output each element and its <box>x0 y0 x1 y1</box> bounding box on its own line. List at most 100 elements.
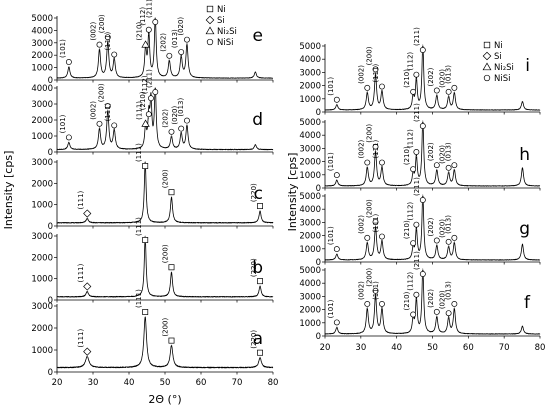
miller-index: (200) <box>161 169 169 188</box>
panel-letter: d <box>252 110 263 130</box>
legend-label: Ni₂Si <box>217 27 237 37</box>
x-tick-label: 70 <box>499 343 510 353</box>
miller-index: (112) <box>406 272 414 291</box>
y-tick-label: 1000 <box>31 201 53 211</box>
y-tick-label: 2000 <box>31 253 53 263</box>
peak-marker-circle <box>451 84 458 91</box>
miller-index: (200) <box>98 14 106 33</box>
miller-index: (200) <box>366 199 374 218</box>
miller-index: (013) <box>444 142 452 161</box>
x-tick-label: 30 <box>355 343 366 353</box>
y-tick-label: 0 <box>48 222 53 232</box>
peak-marker-circle <box>379 83 385 90</box>
legend-label: Si <box>217 16 225 26</box>
miller-index: (101) <box>59 114 67 133</box>
peak-marker-diamond <box>83 347 92 356</box>
peak-marker-circle <box>451 300 458 307</box>
miller-index: (202) <box>427 142 435 161</box>
y-tick-label: 4000 <box>299 279 321 289</box>
panel-letter: g <box>519 219 530 239</box>
peak-marker-circle <box>372 287 379 294</box>
peak-marker-square <box>168 264 175 271</box>
miller-index: (020) <box>439 69 447 88</box>
peak-marker-circle <box>111 51 118 58</box>
peak-marker-circle <box>333 319 340 326</box>
y-tick-label: 1000 <box>31 132 53 142</box>
miller-index: (101) <box>327 226 335 245</box>
diffraction-trace <box>56 17 274 79</box>
right-column: 010002000300040005000(101)(002)(200)(111… <box>286 27 545 353</box>
y-tick-label: 0 <box>316 332 321 342</box>
peak-marker-circle <box>419 271 426 277</box>
miller-index: (211) <box>413 103 421 122</box>
diffraction-trace <box>324 195 541 261</box>
y-tick-label: 0 <box>48 296 53 306</box>
y-tick-label: 0 <box>48 76 53 86</box>
panel-c: 0 1000 2000 3000 (111) (111) (200) (220)c <box>31 143 274 232</box>
x-axis-title: 2Θ (°) <box>148 393 181 406</box>
peak-marker-circle <box>148 95 154 102</box>
legend-marker-diamond <box>205 15 215 25</box>
miller-index: (200) <box>161 244 169 263</box>
y-tick-label: 2000 <box>299 306 321 316</box>
miller-index: (013) <box>444 65 452 84</box>
peak-marker-circle <box>413 149 420 155</box>
legend-label: Ni <box>494 41 503 51</box>
peak-marker-circle <box>379 300 385 307</box>
miller-index: (013) <box>171 29 179 48</box>
peak-marker-triangle <box>141 40 150 48</box>
y-tick-label: 5000 <box>299 42 321 52</box>
miller-index: (202) <box>427 289 435 308</box>
panel-letter: c <box>254 184 263 204</box>
y-tick-label: 0 <box>316 108 321 118</box>
y-axis-title: Intensity [cps] <box>286 153 299 232</box>
legend-marker-diamond <box>482 51 492 61</box>
y-tick-label: 5000 <box>299 118 321 128</box>
peak-marker-diamond <box>83 209 92 218</box>
miller-index: (101) <box>59 39 67 58</box>
miller-index: (111) <box>372 281 380 300</box>
peak-marker-diamond <box>83 282 92 291</box>
miller-index: (002) <box>89 22 97 41</box>
legend-label: Si <box>494 52 502 62</box>
y-tick-label: 5000 <box>31 14 53 24</box>
miller-index: (211) <box>413 27 421 46</box>
x-tick-label: 70 <box>232 378 243 388</box>
peak-marker-circle <box>410 166 417 173</box>
peak-marker-circle <box>145 111 152 118</box>
peak-marker-circle <box>372 143 379 150</box>
miller-index: (111) <box>104 102 112 121</box>
y-tick-label: 3000 <box>31 302 53 312</box>
x-tick-label: 80 <box>535 343 546 353</box>
peak-marker-circle <box>451 162 458 169</box>
peak-marker-circle <box>410 88 417 95</box>
legend-label: Ni₂Si <box>494 63 514 73</box>
y-tick-label: 1000 <box>299 245 321 255</box>
y-tick-label: 5000 <box>299 192 321 202</box>
peak-marker-circle <box>372 66 379 73</box>
panel-letter: b <box>252 258 263 278</box>
peak-marker-circle <box>364 234 371 241</box>
miller-index: (020) <box>177 17 185 36</box>
miller-index: (020) <box>171 106 179 125</box>
legend-entry: Ni₂Si <box>205 26 237 37</box>
miller-index: (210) <box>403 146 411 165</box>
peak-marker-square <box>257 349 263 356</box>
y-tick-label: 1000 <box>299 95 321 105</box>
panel-e: 0 1000 2000 3000 4000 5000 (101) (002) (200)(111… <box>31 0 274 86</box>
peak-marker-circle <box>451 234 458 241</box>
peak-marker-square <box>257 278 263 285</box>
panel-letter: e <box>253 26 263 46</box>
peak-marker-circle <box>104 103 111 110</box>
x-tick-label: 50 <box>427 343 438 353</box>
legend-label: Ni <box>217 5 226 15</box>
miller-index: (111) <box>104 31 112 50</box>
peak-marker-circle <box>413 71 420 78</box>
peak-marker-circle <box>413 291 420 298</box>
peak-marker-circle <box>433 237 440 244</box>
y-tick-label: 2000 <box>299 82 321 92</box>
legend-entry: Ni <box>206 5 226 15</box>
